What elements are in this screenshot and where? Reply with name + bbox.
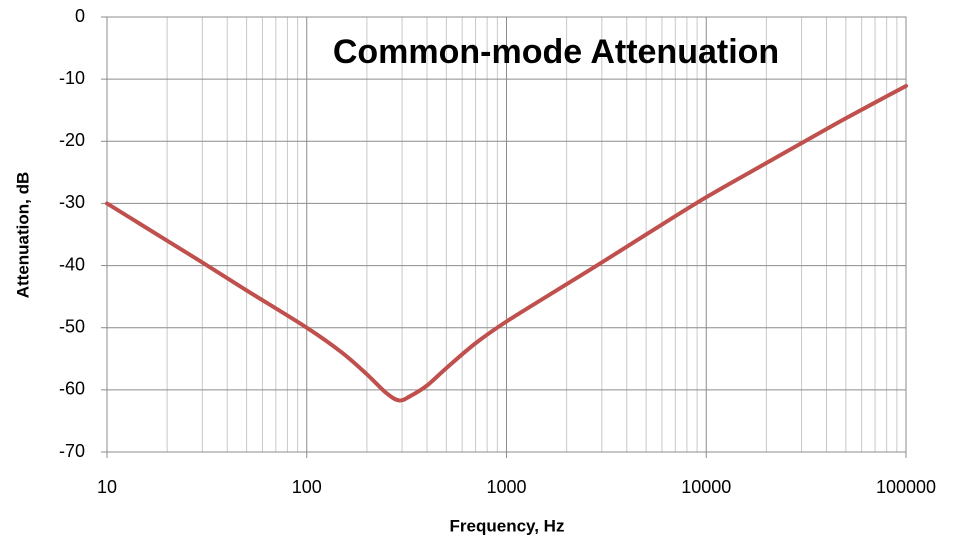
y-tick-label: -50 — [59, 316, 85, 336]
y-axis-label: Attenuation, dB — [13, 172, 32, 299]
y-tick-label: 0 — [75, 6, 85, 26]
y-tick-label: -60 — [59, 379, 85, 399]
x-axis-label: Frequency, Hz — [450, 516, 565, 535]
y-tick-label: -10 — [59, 68, 85, 88]
y-tick-label: -70 — [59, 441, 85, 461]
x-tick-label: 100000 — [876, 477, 936, 497]
x-tick-label: 10000 — [681, 477, 731, 497]
y-tick-label: -20 — [59, 130, 85, 150]
data-line — [105, 83, 908, 403]
y-tick-label: -30 — [59, 192, 85, 212]
chart-title: Common-mode Attenuation — [333, 33, 779, 71]
x-tick-label: 1000 — [486, 477, 526, 497]
x-tick-label: 100 — [292, 477, 322, 497]
y-tick-label: -40 — [59, 254, 85, 274]
x-tick-label: 10 — [97, 477, 117, 497]
plot-border — [106, 16, 907, 453]
